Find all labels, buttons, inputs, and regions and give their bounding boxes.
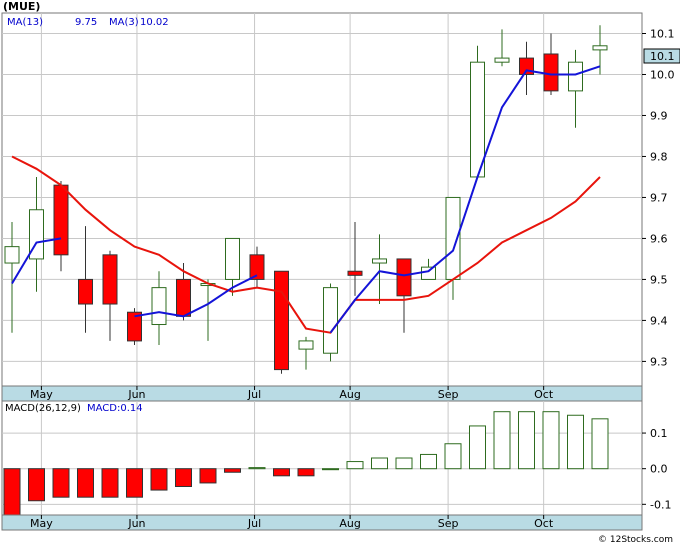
macd-bar-positive	[493, 411, 511, 470]
macd-x-tick-label: May	[30, 517, 53, 530]
candle-body-up	[4, 246, 20, 264]
macd-x-tick-label: Jun	[127, 517, 145, 530]
macd-bar-positive	[469, 425, 486, 470]
ma13-line	[11, 155, 601, 334]
candle-body-down	[176, 278, 191, 317]
macd-bar-negative	[126, 468, 143, 498]
price-y-tick-label: 9.8	[650, 150, 668, 163]
price-x-tick-label: Jul	[247, 388, 261, 401]
macd-bar-positive	[567, 414, 584, 470]
candle-body-down	[347, 270, 363, 276]
price-y-tick-label: 9.7	[650, 191, 668, 204]
candle-body-down	[78, 278, 93, 305]
price-lines	[11, 65, 601, 334]
candle-body-up	[421, 266, 436, 280]
macd-bar-negative	[3, 468, 21, 516]
candle-body-up	[494, 57, 510, 63]
ma13-label: MA(13)	[7, 17, 43, 28]
price-y-tick-label: 9.6	[650, 232, 668, 245]
candle-body-up	[470, 61, 485, 178]
macd-x-tick-label: Sep	[438, 517, 459, 530]
macd-bar-positive	[248, 467, 266, 470]
ma3-line	[11, 237, 62, 285]
macd-bar-negative	[273, 468, 290, 477]
price-candles	[4, 25, 608, 374]
macd-bar-negative	[150, 468, 168, 491]
price-x-axis: May Jun Jul Aug Sep Oct	[30, 386, 554, 401]
macd-x-axis: May Jun Jul Aug Sep Oct	[30, 515, 554, 530]
ma3-value: 10.02	[140, 17, 169, 28]
macd-bar-positive	[322, 468, 339, 471]
candle-body-down	[274, 270, 289, 371]
macd-x-axis-band	[1, 514, 643, 531]
macd-y-tick-label: -0.1	[650, 498, 671, 511]
price-x-tick-label: Jun	[127, 388, 145, 401]
candle-body-up	[323, 287, 338, 354]
macd-bar-positive	[591, 418, 609, 470]
macd-bar-positive	[371, 457, 388, 470]
candle-body-down	[249, 254, 265, 280]
macd-value-label: MACD:0.14	[87, 403, 143, 414]
macd-bar-positive	[420, 453, 437, 470]
macd-y-axis: -0.1 0.0 0.1	[642, 427, 671, 511]
price-y-tick-label: 9.5	[650, 273, 668, 286]
ma3-label: MA(3)	[109, 17, 139, 28]
candle-body-up	[151, 287, 167, 326]
candle-body-up	[225, 237, 240, 280]
macd-bar-negative	[199, 468, 217, 484]
candle-body-up	[298, 340, 314, 350]
last-price-tag-box	[643, 48, 680, 64]
macd-x-tick-label: Jul	[247, 517, 261, 530]
candle-body-up	[592, 45, 608, 51]
watermark: © 12Stocks.com	[598, 535, 673, 545]
candle-body-down	[543, 53, 559, 92]
price-y-tick-label: 10.0	[650, 68, 675, 81]
macd-y-tick-label: 0.0	[650, 463, 668, 476]
candle-body-down	[53, 184, 69, 256]
price-y-tick-label: 9.4	[650, 314, 668, 327]
ma3-line	[329, 65, 601, 334]
macd-x-tick-label: Oct	[534, 517, 554, 530]
macd-bar-positive	[395, 457, 413, 470]
price-grid	[2, 13, 642, 386]
price-x-tick-label: Oct	[534, 388, 554, 401]
price-x-tick-label: Aug	[339, 388, 360, 401]
price-y-tick-label: 10.1	[650, 27, 675, 40]
macd-bars	[3, 411, 609, 516]
ma3-line	[134, 274, 258, 318]
macd-bar-negative	[297, 468, 315, 477]
candle-body-down	[127, 311, 142, 342]
macd-bar-positive	[346, 461, 364, 470]
macd-bar-positive	[444, 443, 462, 470]
price-y-tick-label: 9.3	[650, 355, 668, 368]
candle-body-down	[102, 254, 118, 305]
candle-body-down	[396, 258, 412, 297]
macd-bar-negative	[77, 468, 94, 498]
ticker-label: (MUE)	[3, 0, 40, 13]
macd-bar-positive	[542, 411, 560, 470]
price-y-tick-label: 9.9	[650, 109, 668, 122]
macd-bar-negative	[52, 468, 70, 498]
last-price-tag: 10.1	[650, 50, 675, 63]
macd-x-tick-label: Aug	[339, 517, 360, 530]
macd-bar-negative	[101, 468, 119, 498]
price-y-axis: 9.3 9.4 9.5 9.6 9.7 9.8 9.9 10.0 10.1	[642, 27, 675, 368]
macd-bar-negative	[28, 468, 45, 502]
candle-body-up	[372, 258, 387, 264]
ma13-value: 9.75	[75, 17, 97, 28]
candle-body-up	[568, 61, 583, 92]
price-x-tick-label: Sep	[438, 388, 459, 401]
macd-bar-negative	[175, 468, 192, 487]
macd-label: MACD(26,12,9)	[5, 403, 81, 414]
macd-y-tick-label: 0.1	[650, 427, 668, 440]
macd-bar-negative	[224, 468, 241, 473]
macd-bar-positive	[518, 411, 535, 470]
price-x-tick-label: May	[30, 388, 53, 401]
